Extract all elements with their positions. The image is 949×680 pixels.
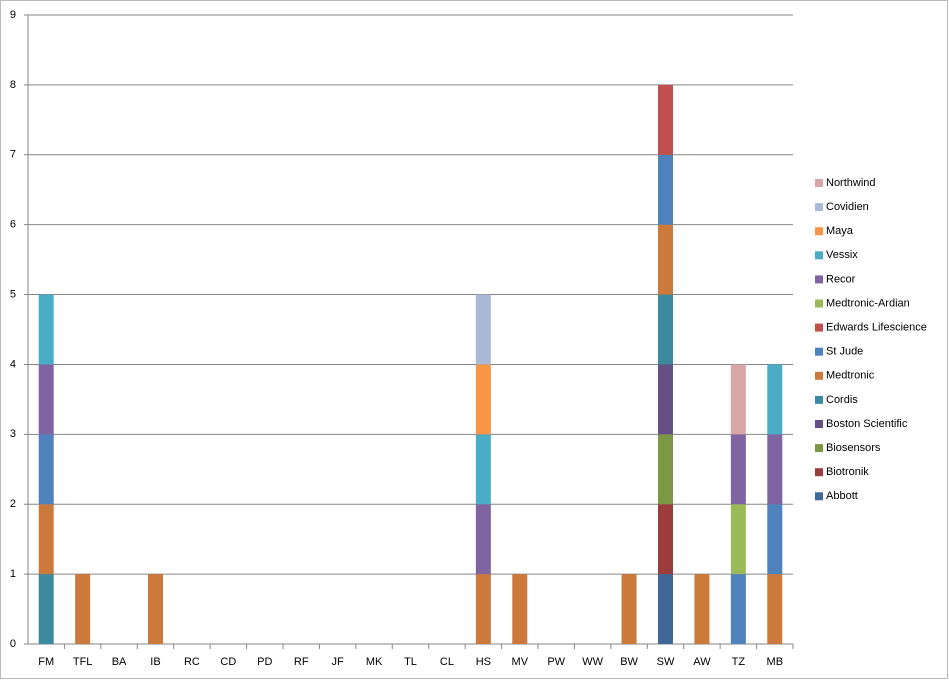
legend-swatch xyxy=(815,299,823,308)
x-tick-label: MK xyxy=(366,656,383,668)
legend-swatch xyxy=(815,395,823,404)
y-tick-label: 2 xyxy=(10,498,16,510)
bar-segment xyxy=(730,434,746,505)
x-tick-label: PW xyxy=(547,656,565,668)
y-tick-label: 8 xyxy=(10,79,16,91)
x-tick-label: MB xyxy=(767,656,784,668)
x-tick-label: PD xyxy=(257,656,272,668)
x-tick-label: IB xyxy=(150,656,160,668)
bar-segment xyxy=(621,574,637,644)
bar-segment xyxy=(730,504,746,575)
bar-segment xyxy=(730,364,746,435)
y-tick-label: 6 xyxy=(10,219,16,231)
x-tick-label: MV xyxy=(512,656,529,668)
x-tick-label: HS xyxy=(476,656,491,668)
legend-swatch xyxy=(815,420,823,428)
legend-swatch xyxy=(815,227,823,236)
bar-segment xyxy=(658,364,673,435)
x-tick-label: CL xyxy=(440,656,454,668)
x-tick-label: TZ xyxy=(732,656,746,668)
bar-segment xyxy=(658,224,673,295)
legend-swatch xyxy=(815,179,823,187)
bar-segment xyxy=(38,434,54,505)
legend-label: Biosensors xyxy=(826,442,881,454)
x-tick-label: RF xyxy=(294,656,309,668)
y-tick-label: 3 xyxy=(10,428,16,440)
bar-segment xyxy=(767,574,783,644)
legend-label: St Jude xyxy=(826,346,863,358)
legend-swatch xyxy=(815,203,823,212)
legend-swatch xyxy=(815,251,823,260)
legend-label: Abbott xyxy=(826,490,858,502)
legend-swatch xyxy=(815,323,823,332)
x-tick-label: FM xyxy=(38,656,54,668)
bar-segment xyxy=(148,574,163,644)
legend-label: Medtronic-Ardian xyxy=(826,297,910,309)
x-tick-label: JF xyxy=(332,656,345,668)
y-tick-label: 7 xyxy=(10,149,16,161)
bar-segment xyxy=(475,574,491,644)
x-tick-label: AW xyxy=(693,656,711,668)
x-tick-label: RC xyxy=(184,656,200,668)
bar-segment xyxy=(75,574,91,644)
y-tick-label: 0 xyxy=(10,638,16,650)
legend-swatch xyxy=(815,371,823,380)
bar-segment xyxy=(658,84,673,155)
x-tick-label: BW xyxy=(620,656,638,668)
legend-label: Medtronic xyxy=(826,370,875,382)
bar-segment xyxy=(38,574,54,644)
y-tick-label: 4 xyxy=(10,358,16,370)
y-tick-label: 1 xyxy=(10,568,16,580)
bar-segment xyxy=(475,364,491,435)
x-tick-label: TFL xyxy=(73,656,93,668)
bar-segment xyxy=(475,434,491,505)
bar-segment xyxy=(38,504,54,575)
bar-segment xyxy=(658,154,673,225)
x-tick-label: WW xyxy=(582,656,603,668)
legend-swatch xyxy=(815,275,823,284)
bar-segment xyxy=(767,364,783,435)
bar-segment xyxy=(658,434,673,505)
bar-segment xyxy=(767,504,783,575)
bar-segment xyxy=(512,574,528,644)
legend-swatch xyxy=(815,347,823,356)
bar-segment xyxy=(694,574,710,644)
bar-segment xyxy=(38,294,54,365)
legend-label: Biotronik xyxy=(826,466,869,478)
legend-label: Covidien xyxy=(826,201,869,213)
y-tick-label: 9 xyxy=(10,9,16,21)
bar-segment xyxy=(658,504,673,575)
legend-swatch xyxy=(815,468,823,477)
bar-segment xyxy=(475,294,491,365)
bar-segment xyxy=(38,364,54,435)
bar-segment xyxy=(767,434,783,505)
bar-segment xyxy=(730,574,746,644)
legend-label: Edwards Lifescience xyxy=(826,322,927,334)
legend-swatch xyxy=(815,444,823,453)
y-tick-label: 5 xyxy=(10,288,16,300)
legend-label: Maya xyxy=(826,225,854,237)
x-tick-label: TL xyxy=(404,656,417,668)
legend-label: Recor xyxy=(826,273,856,285)
x-tick-label: BA xyxy=(112,656,127,668)
legend-label: Cordis xyxy=(826,394,858,406)
bar-segment xyxy=(475,504,491,575)
x-tick-label: CD xyxy=(220,656,236,668)
legend-label: Boston Scientific xyxy=(826,418,908,430)
legend-swatch xyxy=(815,492,823,501)
legend-label: Northwind xyxy=(826,177,876,189)
x-tick-label: SW xyxy=(657,656,675,668)
bar-segment xyxy=(658,574,673,644)
bar-segment xyxy=(658,294,673,365)
legend-label: Vessix xyxy=(826,249,858,261)
